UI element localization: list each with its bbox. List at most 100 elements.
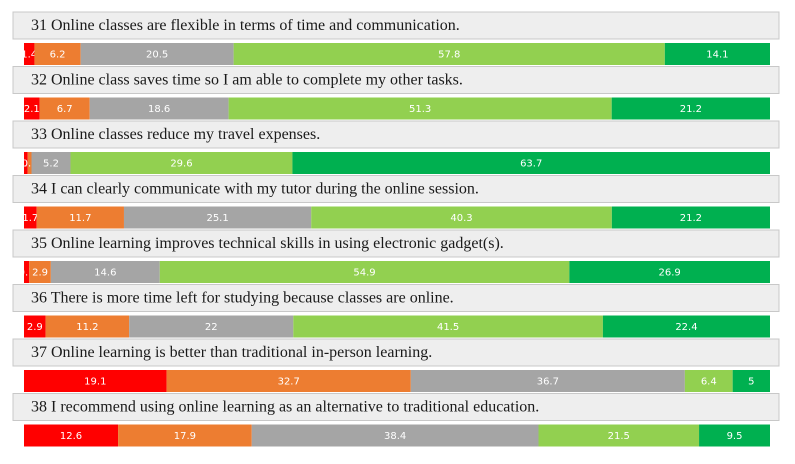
data-label: 1.7 [22,213,38,224]
data-label: 6.7 [57,104,73,115]
data-label: 11.2 [76,322,98,333]
bar-segment [24,261,30,283]
bar-segment [45,315,130,338]
bar-segment [569,261,770,283]
bar-segment [89,97,229,120]
bar-segment [24,315,46,338]
bar-segment [118,424,252,447]
question-row: 36 There is more time left for studying … [12,284,780,338]
bar-segment [684,370,733,392]
data-label: 0.7 [19,268,35,279]
bar-segment [664,43,770,65]
bar-segment [24,152,28,174]
data-label: 51.3 [409,104,431,115]
question-band [12,393,780,421]
data-label: 22.4 [675,322,697,333]
bar-segment [50,261,160,283]
bar-segment [129,315,294,338]
data-label: 0.5 [18,159,34,170]
question-row: 35 Online learning improves technical sk… [12,229,780,283]
bar-segment [228,97,612,120]
data-label: 14.1 [706,50,728,61]
question-band [12,175,780,203]
data-label: 1.4 [21,50,37,61]
question-row: 33 Online classes reduce my travel expen… [12,120,780,174]
data-label: 9.5 [727,431,743,442]
question-label: 36 There is more time left for studying … [31,290,454,307]
bar-segment [24,424,119,447]
bar-segment [80,43,234,65]
question-row: 31 Online classes are flexible in terms … [12,11,780,65]
bar-segment [31,152,71,174]
bar-segment [159,261,570,283]
data-label: 22 [205,322,218,333]
bar-segment [611,206,770,229]
bar-segment [39,97,90,120]
question-row: 32 Online class saves time so I am able … [12,66,780,120]
bar-segment [166,370,411,392]
bar-segment [410,370,685,392]
data-label: 21.5 [608,431,630,442]
data-label: 57.8 [438,50,460,61]
data-label: 26.9 [659,268,681,279]
bar-segment [123,206,312,229]
data-label: 36.7 [537,377,559,388]
data-label: 21.2 [680,104,702,115]
question-label: 32 Online class saves time so I am able … [31,72,463,89]
data-label: 6.4 [701,377,717,388]
bar-segment [251,424,539,447]
data-label: 20.5 [146,50,168,61]
bar-segment [36,206,124,229]
bar-segment [70,152,293,174]
question-band [12,11,780,40]
question-band [12,338,780,367]
bar-segment [611,97,770,120]
data-label: 54.9 [353,268,375,279]
bar-segment [29,261,51,283]
data-label: 40.3 [450,213,472,224]
bar-segment [311,206,612,229]
data-label: 41.5 [437,322,459,333]
question-label: 31 Online classes are flexible in terms … [31,17,460,34]
question-label: 33 Online classes reduce my travel expen… [31,126,320,143]
bar-segment [699,424,770,447]
data-label: 2.9 [32,268,48,279]
bar-segment [233,43,665,65]
question-row: 37 Online learning is better than tradit… [12,338,780,392]
data-label: 38.4 [384,431,406,442]
question-label: 38 I recommend using online learning as … [31,399,539,416]
bar-segment [732,370,770,392]
data-label: 0.5 [22,159,38,170]
question-row: 38 I recommend using online learning as … [12,393,780,447]
question-label: 34 I can clearly communicate with my tut… [31,181,479,198]
question-band [12,66,780,94]
data-label: 14.6 [94,268,116,279]
data-label: 5.2 [43,159,59,170]
question-label: 37 Online learning is better than tradit… [31,344,432,361]
data-label: 2.9 [27,322,43,333]
question-row: 34 I can clearly communicate with my tut… [12,175,780,229]
data-label: 32.7 [278,377,300,388]
data-label: 19.1 [84,377,106,388]
data-label: 11.7 [69,213,91,224]
data-label: 5 [748,377,754,388]
data-label: 21.2 [680,213,702,224]
data-label: 2.1 [24,104,40,115]
bar-segment [24,97,40,120]
bar-segment [538,424,700,447]
data-label: 25.1 [206,213,228,224]
question-label: 35 Online learning improves technical sk… [31,235,504,252]
bar-segment [34,43,81,65]
data-label: 17.9 [174,431,196,442]
question-band [12,284,780,312]
data-label: 18.6 [148,104,170,115]
data-label: 29.6 [170,159,192,170]
bar-segment [24,370,167,392]
bar-segment [27,152,32,174]
data-label: 63.7 [520,159,542,170]
question-band [12,229,780,258]
bar-segment [602,315,770,338]
question-band [12,120,780,149]
bar-segment [293,315,603,338]
